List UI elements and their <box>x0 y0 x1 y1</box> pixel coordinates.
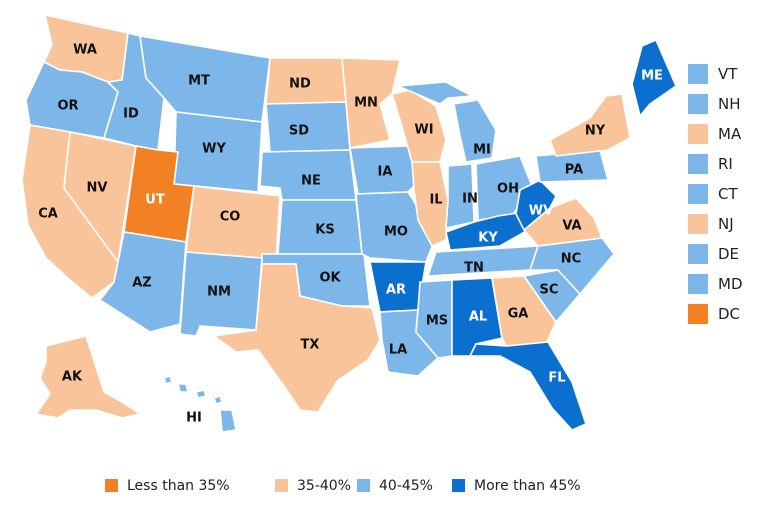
state-label-nd: ND <box>289 77 311 92</box>
state-label-ca: CA <box>38 207 58 222</box>
small-state-swatch <box>688 274 708 294</box>
state-fl <box>469 341 587 431</box>
small-state-swatch <box>688 184 708 204</box>
small-state-label: RI <box>718 155 733 173</box>
state-label-pa: PA <box>565 163 583 178</box>
state-label-mn: MN <box>354 96 378 111</box>
state-label-tx: TX <box>301 338 320 353</box>
small-state-swatch <box>688 214 708 234</box>
small-state-label: NJ <box>718 215 734 233</box>
state-label-co: CO <box>220 210 241 225</box>
state-label-oh: OH <box>497 182 519 197</box>
state-label-in: IN <box>462 192 478 207</box>
state-hi <box>163 375 237 433</box>
small-state-ri: RI <box>688 154 768 174</box>
small-state-swatch <box>688 94 708 114</box>
small-state-label: VT <box>718 65 738 83</box>
small-state-nj: NJ <box>688 214 768 234</box>
state-label-ga: GA <box>508 307 529 322</box>
state-label-al: AL <box>469 310 487 325</box>
state-label-ok: OK <box>319 271 341 286</box>
small-state-md: MD <box>688 274 768 294</box>
legend-label: 40-45% <box>379 478 433 494</box>
state-label-ia: IA <box>378 165 393 180</box>
small-state-swatch <box>688 304 708 324</box>
color-legend: Less than 35% 35-40% 40-45% More than 45% <box>0 476 770 496</box>
legend-swatch <box>275 479 288 492</box>
small-state-ct: CT <box>688 184 768 204</box>
state-tx <box>213 263 381 413</box>
small-state-de: DE <box>688 244 768 264</box>
small-state-dc: DC <box>688 304 768 324</box>
state-label-az: AZ <box>132 276 152 291</box>
small-state-swatch <box>688 244 708 264</box>
state-label-nc: NC <box>561 252 581 267</box>
state-label-me: ME <box>641 69 663 84</box>
state-in <box>445 163 475 229</box>
small-state-swatch <box>688 154 708 174</box>
state-label-or: OR <box>57 99 78 114</box>
small-state-label: CT <box>718 185 738 203</box>
state-label-ky: KY <box>478 231 498 246</box>
small-state-label: MA <box>718 125 742 143</box>
state-label-mo: MO <box>384 225 408 240</box>
state-label-nm: NM <box>207 285 231 300</box>
state-label-ne: NE <box>301 174 321 189</box>
small-state-nh: NH <box>688 94 768 114</box>
state-label-hi: HI <box>186 411 202 426</box>
state-label-ut: UT <box>145 193 165 208</box>
state-label-sd: SD <box>289 124 309 139</box>
state-label-wy: WY <box>202 142 226 157</box>
small-state-vt: VT <box>688 64 768 84</box>
state-label-nv: NV <box>87 181 108 196</box>
legend-swatch <box>357 479 370 492</box>
state-me <box>631 39 677 117</box>
state-label-sc: SC <box>540 283 559 298</box>
small-state-label: DC <box>718 305 741 323</box>
state-label-mt: MT <box>188 74 210 89</box>
small-state-label: DE <box>718 245 740 263</box>
state-label-la: LA <box>389 343 407 358</box>
legend-label: 35-40% <box>297 478 351 494</box>
small-state-label: MD <box>718 275 743 293</box>
state-mn <box>341 57 401 149</box>
state-label-wv: WV <box>529 204 553 219</box>
state-label-tn: TN <box>464 261 484 276</box>
state-label-ms: MS <box>426 314 448 329</box>
state-il <box>411 161 449 247</box>
small-state-label: NH <box>718 95 741 113</box>
state-label-va: VA <box>562 219 581 234</box>
small-state-swatch <box>688 124 708 144</box>
state-label-ar: AR <box>386 283 406 298</box>
legend-swatch <box>105 479 118 492</box>
state-label-wa: WA <box>73 43 97 58</box>
state-label-ks: KS <box>315 223 334 238</box>
state-label-ak: AK <box>62 370 83 385</box>
state-label-fl: FL <box>548 371 565 386</box>
state-label-mi: MI <box>473 143 491 158</box>
small-state-swatch <box>688 64 708 84</box>
state-label-ny: NY <box>585 124 606 139</box>
state-label-il: IL <box>429 193 442 208</box>
state-mi <box>397 81 497 163</box>
state-ny <box>549 93 631 157</box>
legend-label: Less than 35% <box>127 478 230 494</box>
legend-label: More than 45% <box>474 478 581 494</box>
small-state-ma: MA <box>688 124 768 144</box>
legend-swatch <box>452 479 465 492</box>
state-ak <box>35 335 141 419</box>
state-label-wi: WI <box>414 123 433 138</box>
state-label-id: ID <box>123 107 139 122</box>
